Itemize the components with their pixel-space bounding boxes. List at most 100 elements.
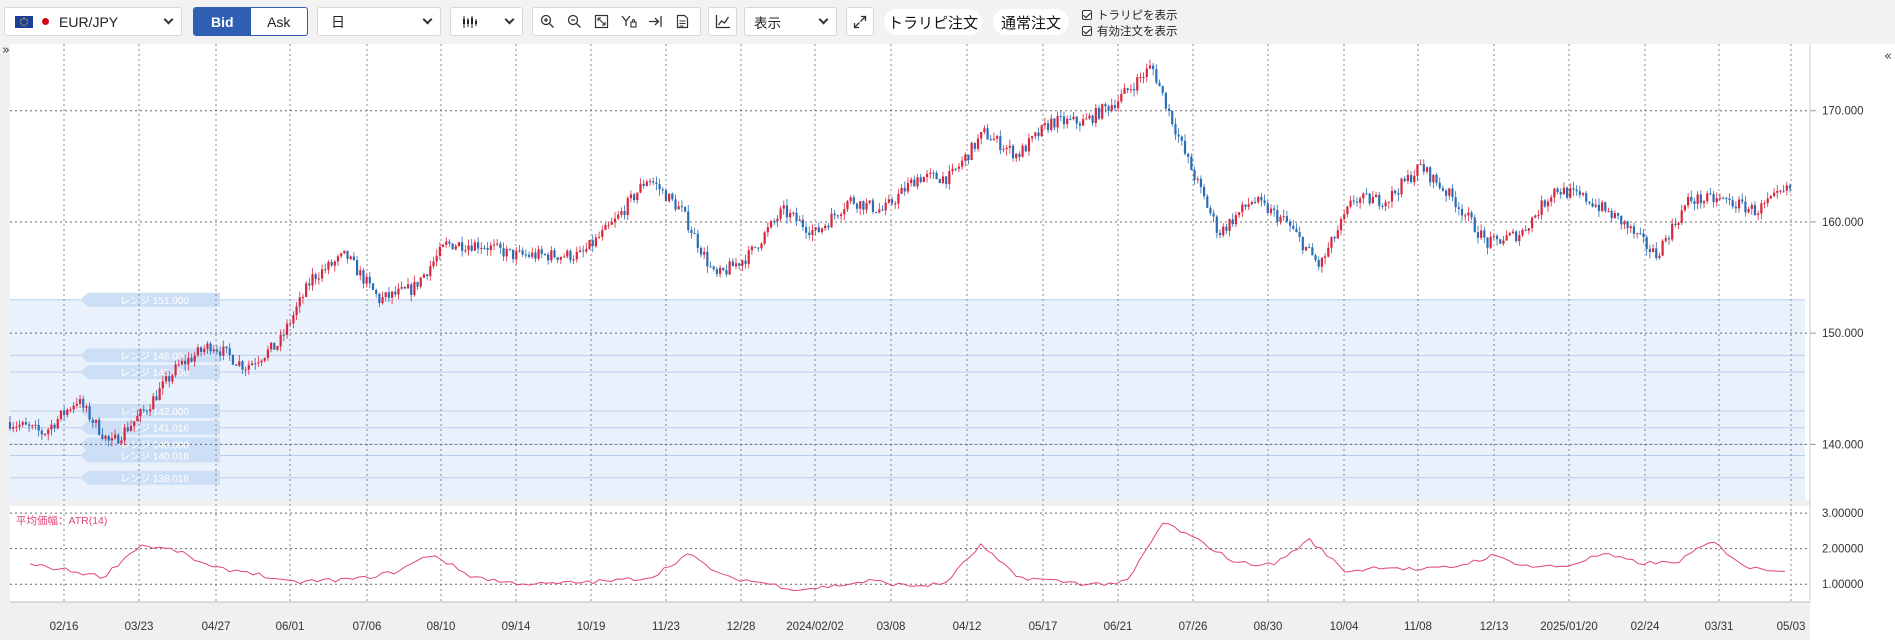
- candle-body: [403, 287, 406, 289]
- fullscreen-button[interactable]: [846, 7, 874, 36]
- trailpi-order-button[interactable]: トラリピ注文: [884, 9, 982, 35]
- candle-body: [1556, 188, 1559, 193]
- candle-body: [610, 222, 613, 225]
- candle-body: [113, 434, 117, 439]
- candle-body: [1037, 132, 1040, 137]
- indicator-select[interactable]: 表示: [744, 7, 837, 36]
- candle-body: [540, 249, 543, 254]
- symbol-select[interactable]: EUR/JPY: [4, 7, 182, 36]
- range-label[interactable]: レンジ 148.000: [80, 348, 220, 363]
- zoom-in-icon[interactable]: [534, 8, 561, 35]
- x-tick-label: 07/26: [1179, 621, 1208, 633]
- candle-body: [241, 361, 244, 370]
- candle-body: [1301, 237, 1304, 251]
- candle-body: [1502, 240, 1505, 244]
- range-label-text: レンジ 151.000: [120, 296, 189, 307]
- candle-body: [1276, 210, 1279, 222]
- expand-left-icon[interactable]: »: [2, 44, 10, 58]
- candle-body: [1171, 110, 1174, 125]
- jump-latest-icon[interactable]: [642, 8, 669, 35]
- candle-body: [1250, 202, 1253, 205]
- candle-body: [948, 171, 951, 185]
- candle-body: [776, 218, 779, 222]
- candle-body: [1078, 123, 1082, 126]
- bid-button[interactable]: Bid: [194, 8, 251, 35]
- x-tick-label: 05/17: [1029, 621, 1058, 633]
- candle-body: [871, 200, 875, 212]
- candle-body: [1776, 190, 1779, 193]
- chevron-down-icon: [422, 14, 433, 25]
- indicator-chart-button[interactable]: [708, 7, 737, 36]
- candle-body: [145, 410, 149, 412]
- candle-body: [473, 242, 477, 251]
- candle-body: [234, 364, 238, 366]
- candle-body: [960, 160, 964, 167]
- candle-body: [983, 128, 986, 132]
- timeframe-select[interactable]: 日: [317, 7, 441, 36]
- candle-body: [1199, 178, 1203, 187]
- atr-plot[interactable]: [10, 506, 1810, 602]
- candle-body: [88, 406, 91, 420]
- chart-area[interactable]: レンジ 151.000 レンジ 148.000 レンジ 145.000 レンジ 142…: [0, 44, 1895, 640]
- candle-body: [814, 227, 817, 231]
- candle-body: [849, 197, 852, 202]
- show-trailpi-label: トラリピを表示: [1097, 10, 1178, 22]
- range-label[interactable]: レンジ 140.018: [80, 448, 220, 463]
- candle-body: [451, 243, 454, 250]
- fit-screen-icon[interactable]: [588, 8, 615, 35]
- candle-body: [1483, 230, 1486, 238]
- candle-body: [773, 221, 776, 223]
- chart-type-select[interactable]: [450, 7, 523, 36]
- candle-body: [254, 363, 257, 365]
- candle-body: [104, 435, 107, 439]
- x-tick-label: 05/03: [1777, 621, 1806, 633]
- candle-body: [1476, 232, 1480, 238]
- candle-body: [827, 225, 830, 228]
- candle-body: [1394, 190, 1397, 194]
- candle-body: [1677, 222, 1680, 225]
- normal-order-button[interactable]: 通常注文: [993, 9, 1069, 35]
- candle-body: [569, 250, 572, 261]
- candle-body: [1177, 134, 1180, 137]
- candle-body: [1731, 200, 1734, 207]
- candle-body: [1279, 216, 1282, 222]
- auto-scale-icon[interactable]: [615, 8, 642, 35]
- candle-body: [601, 229, 604, 237]
- candle-body: [53, 424, 56, 429]
- candle-body: [1400, 178, 1403, 195]
- candle-body: [938, 179, 941, 184]
- candle-body: [1387, 201, 1390, 203]
- candle-body: [986, 128, 989, 140]
- candle-body: [12, 427, 15, 429]
- candle-body: [550, 250, 553, 261]
- range-label[interactable]: レンジ 138.018: [80, 470, 220, 485]
- candle-body: [1333, 237, 1336, 239]
- range-label[interactable]: レンジ 141.016: [80, 420, 220, 435]
- ask-button[interactable]: Ask: [267, 13, 291, 30]
- zoom-out-icon[interactable]: [561, 8, 588, 35]
- candle-body: [1550, 197, 1553, 202]
- candle-body: [999, 136, 1002, 151]
- candle-body: [932, 172, 935, 174]
- candle-body: [623, 211, 626, 216]
- show-orders-checkbox[interactable]: 有効注文を表示: [1082, 23, 1178, 39]
- candle-body: [445, 241, 448, 245]
- show-trailpi-checkbox[interactable]: トラリピを表示: [1082, 7, 1178, 23]
- candle-body: [881, 209, 884, 211]
- candle-body: [1454, 197, 1457, 208]
- candle-body: [1011, 145, 1015, 159]
- candle-body: [935, 173, 938, 180]
- range-label[interactable]: レンジ 151.000: [80, 292, 220, 307]
- candle-body: [766, 227, 769, 233]
- candle-body: [1241, 204, 1244, 213]
- candle-body: [1196, 178, 1199, 180]
- candle-body: [613, 218, 617, 223]
- range-label[interactable]: レンジ 145.000: [80, 365, 220, 380]
- candle-body: [645, 181, 648, 186]
- expand-right-icon[interactable]: «: [1884, 49, 1892, 64]
- candle-body: [435, 255, 438, 262]
- document-icon[interactable]: [669, 8, 696, 35]
- candle-body: [913, 179, 916, 187]
- candle-body: [66, 409, 69, 415]
- candle-body: [1231, 219, 1234, 225]
